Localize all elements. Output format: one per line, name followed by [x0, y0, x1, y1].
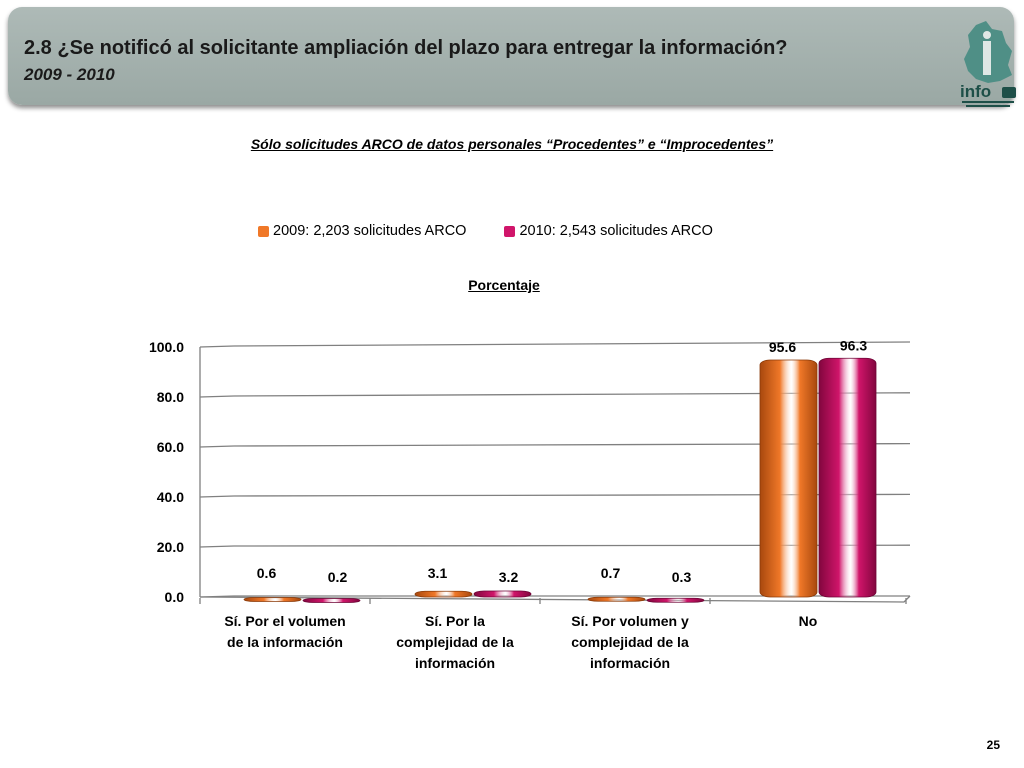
page-years: 2009 - 2010: [24, 65, 115, 84]
legend-label-2010: 2010: 2,543 solicitudes ARCO: [519, 223, 713, 239]
data-label: 3.2: [499, 569, 519, 585]
bar: [414, 590, 473, 598]
gridline-diag: [199, 545, 235, 548]
chart-legend: 2009: 2,203 solicitudes ARCO 2010: 2,543…: [258, 221, 751, 241]
y-tick-label: 20.0: [157, 539, 184, 555]
y-tick-label: 60.0: [157, 439, 184, 455]
page-title: 2.8 ¿Se notificó al solicitante ampliaci…: [24, 37, 788, 59]
gridline-diag: [199, 445, 235, 448]
y-tick-label: 100.0: [149, 339, 184, 355]
bar: [759, 359, 818, 598]
gridline-diag: [199, 345, 235, 348]
data-label: 0.2: [328, 569, 348, 585]
bar: [473, 590, 532, 598]
legend-label-2009: 2009: 2,203 solicitudes ARCO: [273, 223, 467, 239]
x-category-label: complejidad de la: [571, 634, 689, 650]
bar: [302, 598, 361, 603]
gridline-diag: [199, 395, 235, 398]
legend-swatch-2009: [258, 225, 269, 237]
gridline: [233, 341, 911, 347]
chart-subtitle: Sólo solicitudes ARCO de datos personale…: [250, 136, 774, 152]
infodf-logo: info: [960, 21, 1016, 107]
gridline-diag: [199, 495, 235, 498]
x-axis: [199, 595, 911, 603]
legend-swatch-2010: [504, 225, 516, 237]
data-label: 0.3: [672, 569, 692, 585]
data-label: 0.6: [257, 565, 277, 581]
x-category-label: información: [415, 655, 495, 671]
y-tick-label: 80.0: [157, 389, 184, 405]
bar: [587, 596, 646, 602]
bar: [818, 357, 877, 598]
data-label: 95.6: [769, 339, 796, 355]
page-number: 25: [986, 738, 1000, 752]
y-tick-label: 40.0: [157, 489, 184, 505]
logo-text: info: [960, 82, 991, 101]
bar: [243, 597, 302, 602]
header-banner: 2.8 ¿Se notificó al solicitante ampliaci…: [8, 7, 1016, 107]
legend-item-2010: 2010: 2,543 solicitudes ARCO: [504, 223, 713, 239]
x-category-label: No: [799, 613, 818, 629]
data-label: 0.7: [601, 565, 621, 581]
x-category-label: de la información: [227, 634, 343, 650]
x-category-label: Sí. Por la: [425, 613, 485, 629]
legend-item-2009: 2009: 2,203 solicitudes ARCO: [258, 223, 466, 239]
y-axis-caption: Porcentaje: [468, 277, 540, 293]
x-category-label: Sí. Por volumen y: [571, 613, 689, 629]
data-label: 96.3: [840, 337, 867, 353]
y-tick-label: 0.0: [165, 589, 185, 605]
bar: [646, 597, 705, 603]
data-label: 3.1: [428, 565, 448, 581]
x-category-label: Sí. Por el volumen: [224, 613, 345, 629]
x-category-label: complejidad de la: [396, 634, 514, 650]
x-category-label: información: [590, 655, 670, 671]
